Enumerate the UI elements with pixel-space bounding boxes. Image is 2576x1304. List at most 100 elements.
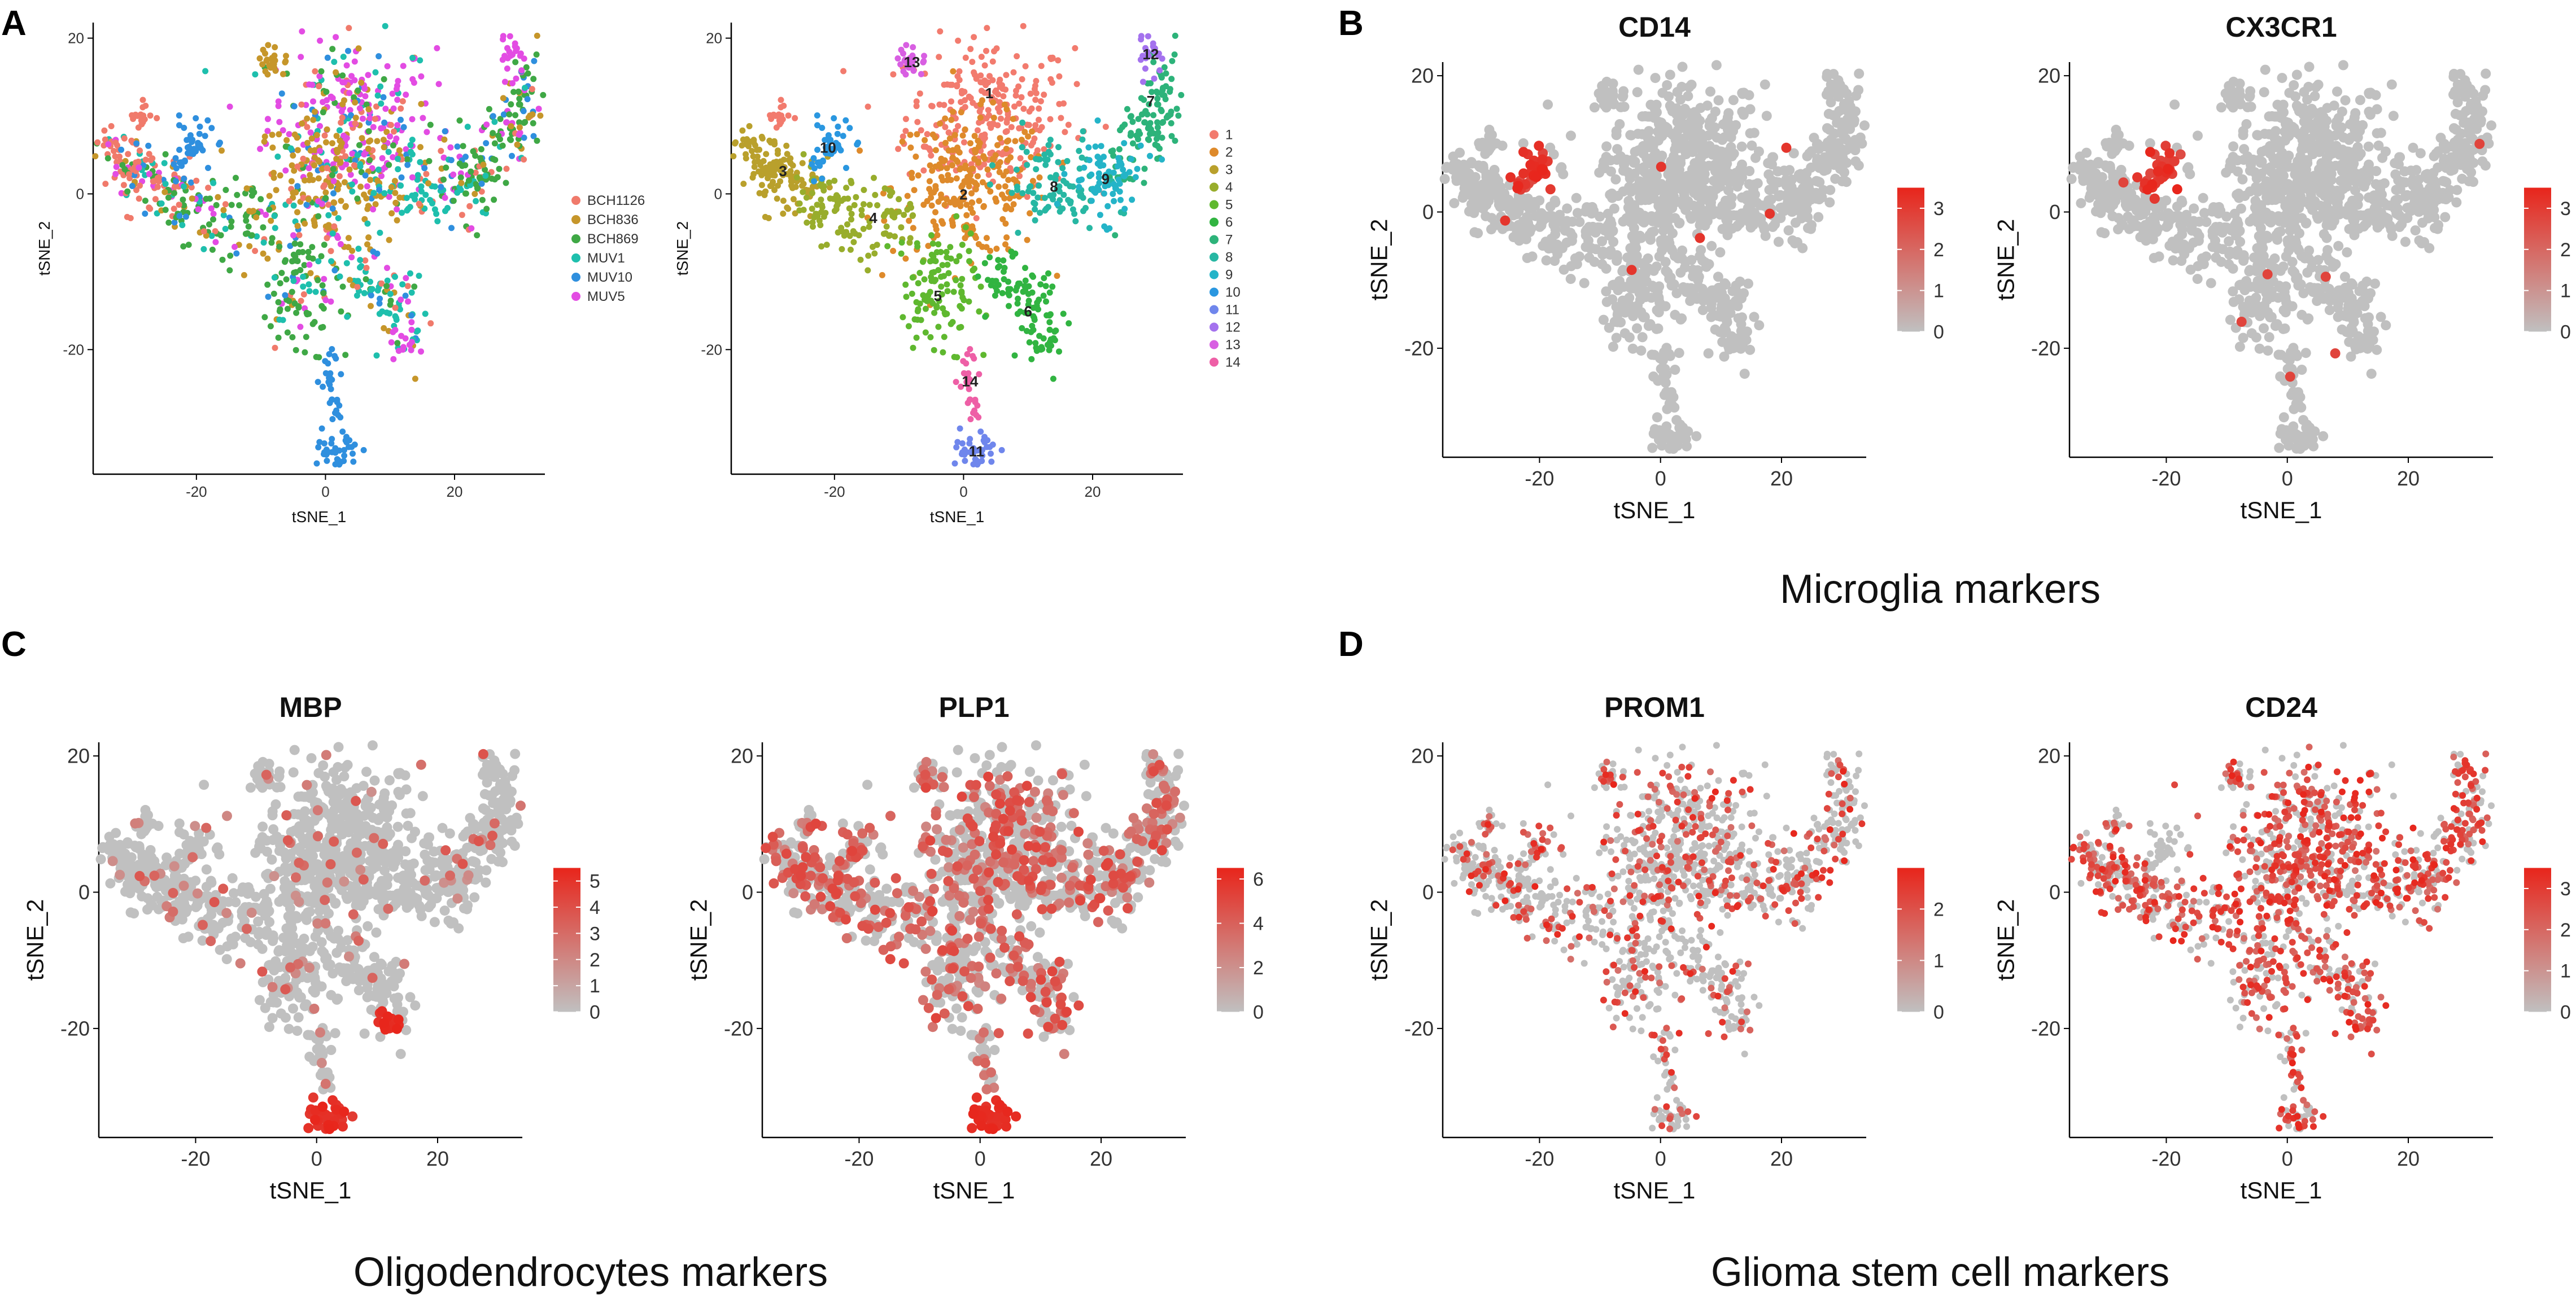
cell-point bbox=[241, 272, 247, 278]
cell-point bbox=[365, 234, 372, 241]
cell-point bbox=[840, 133, 846, 139]
cell-point bbox=[800, 189, 806, 195]
cell-point bbox=[999, 151, 1006, 157]
cell-point bbox=[1041, 275, 1047, 282]
cell-point bbox=[1626, 155, 1637, 165]
cell-point bbox=[1023, 148, 1030, 155]
cell-point bbox=[313, 460, 320, 467]
cell-point bbox=[962, 54, 969, 61]
cell-point bbox=[1611, 332, 1622, 343]
cell-point bbox=[300, 283, 307, 290]
cell-point bbox=[343, 135, 350, 142]
cell-point bbox=[950, 288, 957, 295]
cell-point bbox=[1652, 412, 1662, 423]
cell-point bbox=[442, 128, 448, 135]
cell-point bbox=[836, 145, 842, 151]
cell-point bbox=[367, 177, 374, 183]
cell-point bbox=[1693, 272, 1704, 282]
cell-point bbox=[417, 144, 423, 151]
cell-point bbox=[1489, 165, 1500, 175]
cell-point bbox=[1597, 236, 1608, 247]
cell-point bbox=[313, 353, 320, 360]
cell-point bbox=[945, 129, 952, 136]
cell-point bbox=[387, 297, 394, 304]
cell-point bbox=[220, 207, 227, 213]
cell-point bbox=[458, 180, 465, 186]
x-tick-label: 20 bbox=[2397, 467, 2420, 490]
cell-point bbox=[1530, 211, 1541, 221]
cell-point bbox=[1117, 196, 1124, 203]
x-axis-label: tSNE_1 bbox=[1614, 497, 1696, 523]
cell-point bbox=[1020, 106, 1027, 112]
cell-point bbox=[320, 383, 326, 390]
cell-point bbox=[1584, 252, 1595, 263]
cell-point bbox=[903, 294, 910, 300]
cell-point bbox=[990, 115, 997, 121]
cell-point bbox=[1636, 345, 1647, 356]
cell-point bbox=[416, 200, 422, 207]
cell-point bbox=[260, 239, 267, 246]
cell-point bbox=[1680, 262, 1690, 273]
cell-point bbox=[465, 177, 472, 184]
cell-point bbox=[343, 260, 350, 266]
cell-point bbox=[1761, 111, 1772, 121]
cell-point bbox=[450, 198, 457, 204]
cell-point bbox=[310, 116, 317, 123]
cell-point bbox=[976, 308, 983, 315]
cell-point bbox=[176, 122, 182, 129]
cell-point bbox=[313, 132, 320, 138]
cell-point bbox=[260, 250, 267, 257]
cell-point bbox=[750, 139, 757, 146]
cell-point bbox=[205, 165, 211, 171]
cell-point bbox=[1637, 332, 1648, 343]
cell-point bbox=[260, 46, 267, 53]
cell-point bbox=[289, 334, 296, 340]
cell-point bbox=[1723, 176, 1734, 187]
cell-point bbox=[357, 183, 364, 190]
cell-point bbox=[2329, 100, 2339, 111]
cell-point bbox=[136, 195, 142, 202]
cell-point bbox=[790, 196, 797, 203]
cell-point bbox=[1042, 156, 1049, 163]
cell-point bbox=[1829, 147, 1840, 158]
cell-point bbox=[298, 54, 304, 60]
cell-point bbox=[269, 235, 276, 242]
cell-point bbox=[921, 276, 928, 283]
cell-point bbox=[1097, 212, 1103, 218]
cell-point bbox=[1579, 278, 1590, 288]
cell-point bbox=[920, 259, 926, 265]
cell-point bbox=[1621, 300, 1632, 311]
cell-point bbox=[1574, 217, 1585, 227]
cell-point bbox=[101, 127, 108, 134]
cell-point bbox=[848, 211, 855, 217]
cell-point bbox=[161, 189, 168, 195]
cell-point bbox=[333, 147, 340, 154]
cell-point bbox=[1006, 292, 1012, 299]
cell-point bbox=[819, 183, 825, 190]
cell-point bbox=[1003, 234, 1010, 241]
cell-point bbox=[300, 195, 307, 202]
cell-point bbox=[932, 209, 938, 216]
cell-point bbox=[1588, 205, 1599, 216]
cell-point bbox=[974, 402, 981, 409]
cell-point bbox=[916, 90, 923, 97]
cell-point bbox=[1654, 434, 1664, 445]
cell-point bbox=[1072, 218, 1079, 225]
cell-point bbox=[295, 249, 302, 256]
cell-point bbox=[324, 235, 330, 242]
cell-point bbox=[267, 64, 273, 71]
cell-point bbox=[1689, 158, 1700, 169]
cell-point bbox=[1152, 141, 1159, 148]
cell-point bbox=[927, 288, 933, 295]
cell-point bbox=[404, 161, 411, 168]
cell-point bbox=[988, 450, 994, 457]
cell-point bbox=[1813, 139, 1823, 149]
cell-point bbox=[336, 173, 343, 180]
cell-point bbox=[277, 172, 283, 179]
cell-point bbox=[289, 258, 295, 265]
cell-point bbox=[373, 103, 379, 110]
cell-point bbox=[421, 165, 428, 172]
cell-point bbox=[929, 103, 936, 110]
cell-point bbox=[779, 116, 786, 122]
cell-point bbox=[2364, 87, 2374, 98]
